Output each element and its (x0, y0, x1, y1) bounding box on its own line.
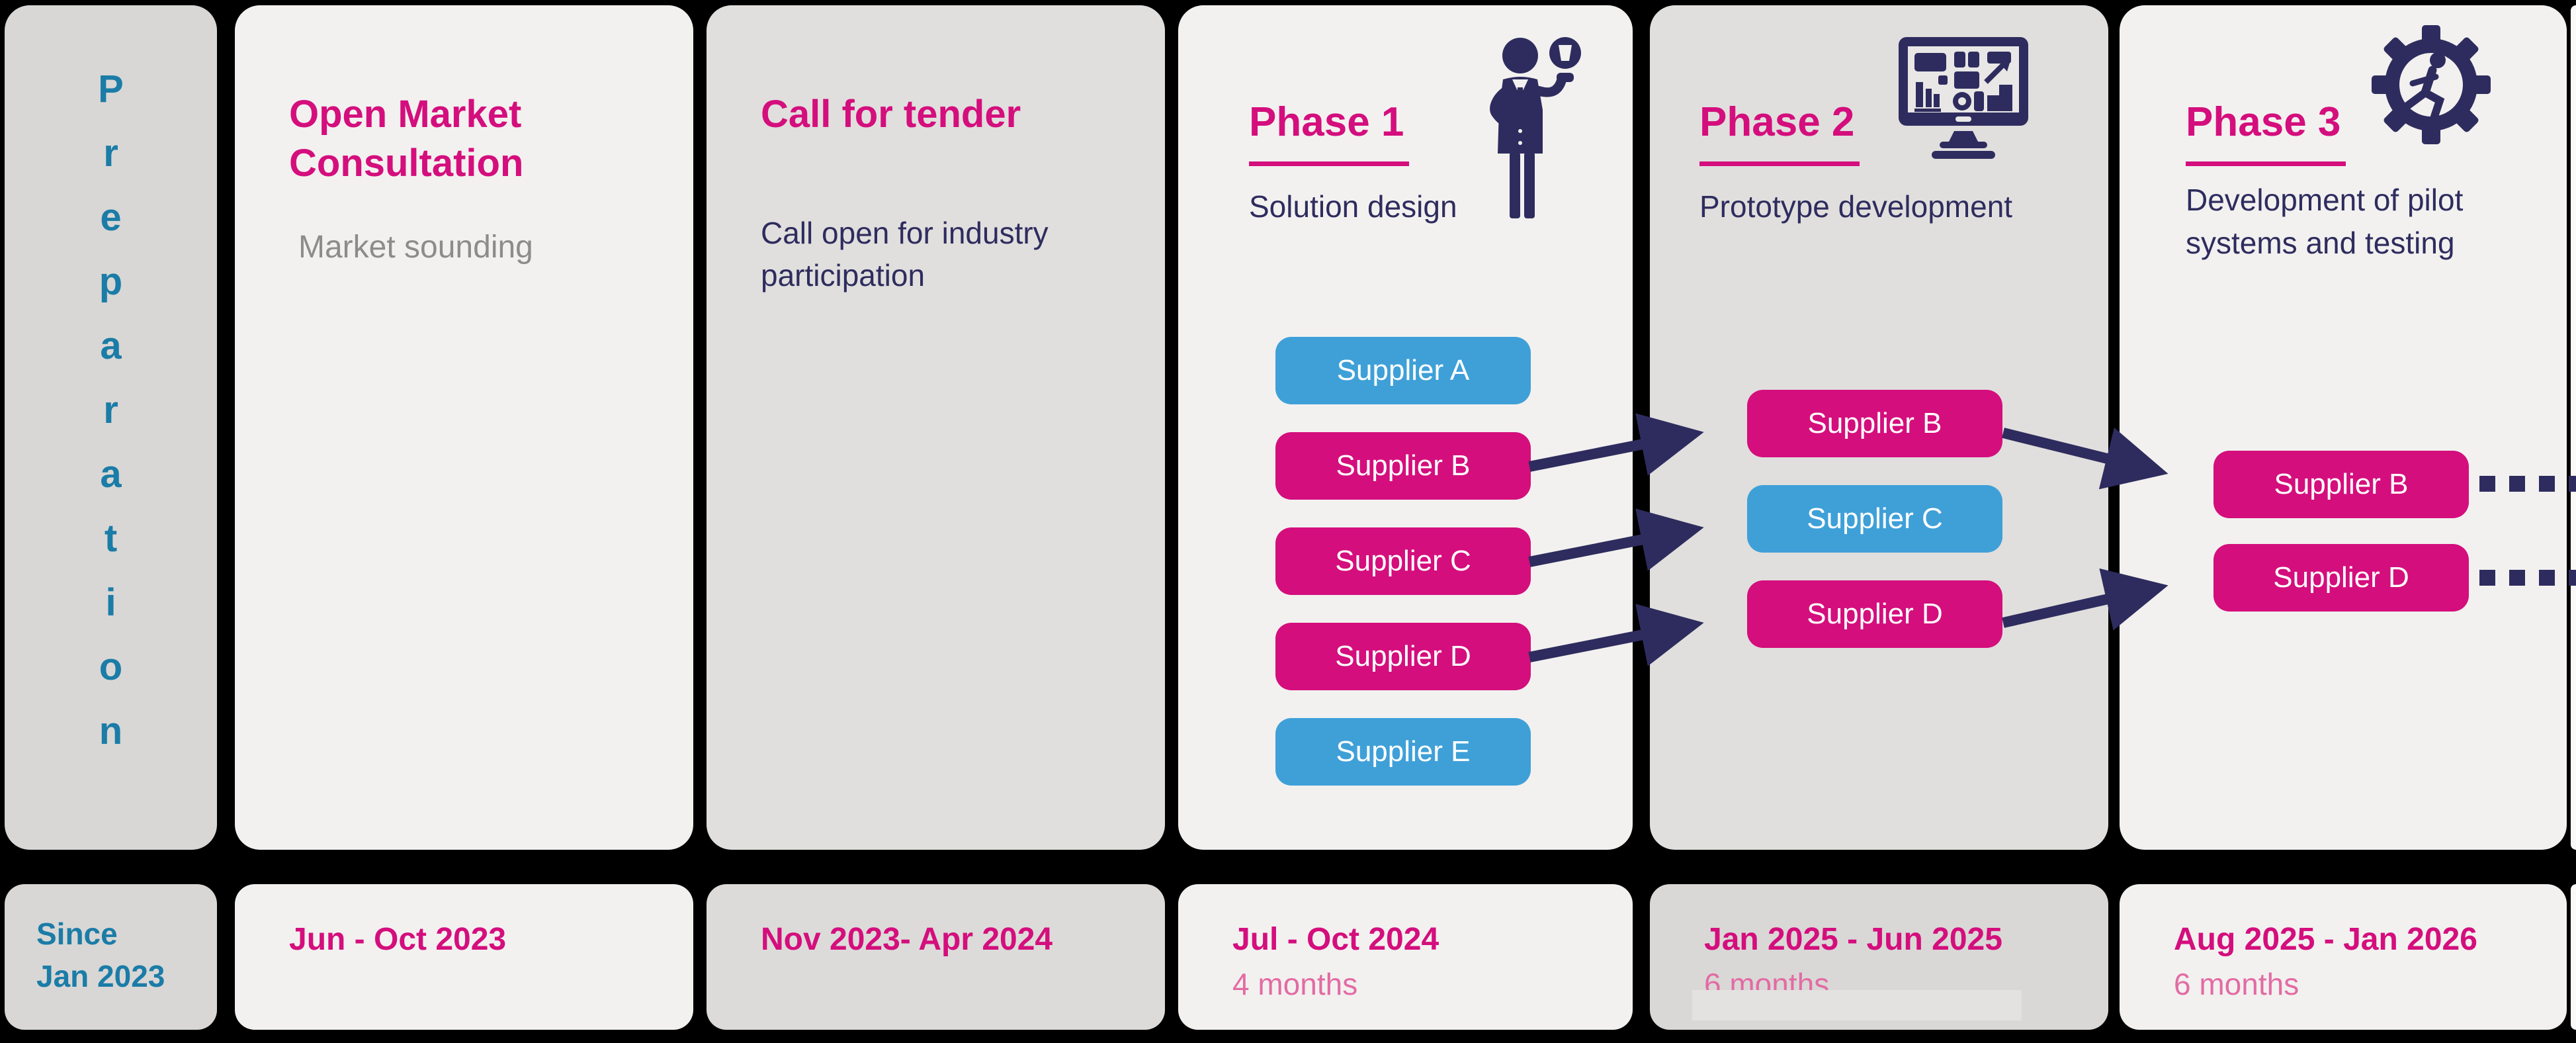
phase1-supplier-d: Supplier D (1275, 623, 1531, 690)
preparation-letter: a (100, 324, 122, 367)
phase3-subtitle: Development of pilot systems and testing (2186, 183, 2464, 261)
phase2-supplier-b: Supplier B (1747, 390, 2002, 457)
preparation-letter: t (104, 517, 118, 560)
preparation-letter: n (99, 709, 123, 752)
open-market-consultation-column: Open Market Consultation Market sounding (235, 5, 693, 850)
date-duration: 6 months (2174, 967, 2299, 1001)
date-since-line1: Since (36, 917, 118, 951)
date-card-omc: Jun - Oct 2023 (235, 884, 693, 1030)
date-label: Aug 2025 - Jan 2026 (2174, 922, 2477, 957)
dashboard-monitor-icon (1899, 37, 2028, 159)
phase1-column: Phase 1 Solution design (1178, 5, 1633, 850)
preparation-letter: i (105, 581, 116, 624)
phase1-title-underline (1249, 161, 1409, 166)
phase3-title-underline (2186, 161, 2346, 166)
supplier-label: Supplier B (1336, 449, 1471, 482)
date-card-preparation: Since Jan 2023 (5, 884, 217, 1030)
date-label: Nov 2023- Apr 2024 (761, 922, 1053, 957)
call-for-tender-column: Call for tender Call open for industry p… (707, 5, 1165, 850)
preparation-letter: o (99, 645, 123, 688)
date-card-phase1: Jul - Oct 2024 4 months (1178, 884, 1633, 1030)
phase1-subtitle: Solution design (1249, 189, 1457, 224)
phase1-supplier-c: Supplier C (1275, 527, 1531, 595)
phase1-supplier-e: Supplier E (1275, 718, 1531, 786)
supplier-label: Supplier A (1336, 354, 1470, 386)
phase3-supplier-b: Supplier B (2213, 451, 2469, 518)
date-duration: 4 months (1232, 967, 1358, 1001)
phase3-supplier-d: Supplier D (2213, 544, 2469, 612)
date-card-phase2: Jan 2025 - Jun 2025 6 months (1650, 884, 2108, 1030)
date-card-tender: Nov 2023- Apr 2024 (707, 884, 1165, 1030)
tender-title: Call for tender (761, 93, 1021, 136)
supplier-label: Supplier C (1335, 545, 1471, 577)
phase2-supplier-c: Supplier C (1747, 485, 2002, 553)
preparation-letter: p (99, 260, 123, 303)
cropped-next-datecard-sliver (2571, 884, 2576, 1030)
supplier-label: Supplier D (2273, 561, 2409, 594)
supplier-label: Supplier E (1336, 735, 1471, 768)
date-card-phase3: Aug 2025 - Jan 2026 6 months (2120, 884, 2567, 1030)
preparation-letter: P (98, 68, 124, 111)
preparation-letter: r (103, 388, 118, 431)
supplier-label: Supplier D (1807, 598, 1943, 630)
phase2-title-underline (1699, 161, 1860, 166)
phase2-subtitle: Prototype development (1699, 189, 2013, 224)
omc-subtitle: Market sounding (298, 230, 533, 265)
date-label: Jul - Oct 2024 (1232, 922, 1439, 957)
tender-subtitle: Call open for industry participation (761, 216, 1049, 293)
preparation-vertical-title: P r e p a r a t i o n (5, 57, 217, 763)
phase2-supplier-d: Supplier D (1747, 580, 2002, 648)
supplier-label: Supplier D (1335, 640, 1471, 672)
date-since-line2: Jan 2023 (36, 959, 165, 993)
phase2-column: Phase 2 Prototype development (1650, 5, 2108, 850)
supplier-label: Supplier B (2274, 468, 2409, 500)
preparation-letter: r (103, 132, 118, 175)
phase1-supplier-a: Supplier A (1275, 337, 1531, 404)
businessman-idea-lightbulb-icon (1490, 37, 1581, 218)
cropped-next-card-sliver (2571, 5, 2576, 850)
phase1-supplier-b: Supplier B (1275, 432, 1531, 500)
supplier-label: Supplier B (1807, 407, 1942, 439)
phase1-title: Phase 1 (1249, 99, 1404, 145)
date-label: Jan 2025 - Jun 2025 (1704, 922, 2002, 957)
preparation-letter: e (100, 196, 122, 239)
preparation-letter: a (100, 453, 122, 496)
phase2-title: Phase 2 (1699, 99, 1855, 145)
omc-title: Open Market Consultation (289, 93, 524, 185)
highlight-artifact-band (1692, 990, 2022, 1020)
gear-runner-icon (2372, 25, 2491, 144)
date-label: Jun - Oct 2023 (289, 922, 507, 957)
phase3-column: Phase 3 Development of pilot systems and… (2120, 5, 2567, 850)
supplier-label: Supplier C (1807, 502, 1943, 535)
preparation-column: P r e p a r a t i o n (5, 5, 217, 850)
phase3-title: Phase 3 (2186, 99, 2341, 145)
